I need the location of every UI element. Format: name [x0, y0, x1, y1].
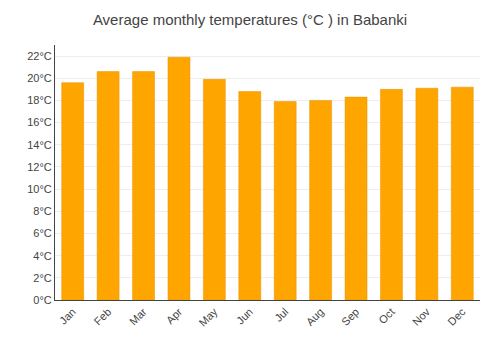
svg-text:Mar: Mar — [127, 305, 149, 327]
svg-text:8°C: 8°C — [33, 205, 52, 217]
svg-text:Average monthly temperatures (: Average monthly temperatures (°C ) in Ba… — [93, 11, 407, 28]
svg-text:Jun: Jun — [234, 306, 255, 327]
svg-text:14°C: 14°C — [27, 139, 52, 151]
svg-text:2°C: 2°C — [33, 272, 52, 284]
svg-text:Jan: Jan — [57, 306, 78, 327]
svg-text:Oct: Oct — [376, 306, 397, 327]
svg-text:0°C: 0°C — [33, 294, 52, 306]
svg-text:Jul: Jul — [272, 306, 290, 324]
svg-text:18°C: 18°C — [27, 94, 52, 106]
svg-text:Aug: Aug — [304, 306, 326, 328]
svg-text:20°C: 20°C — [27, 72, 52, 84]
svg-text:10°C: 10°C — [27, 183, 52, 195]
svg-text:6°C: 6°C — [33, 227, 52, 239]
svg-text:4°C: 4°C — [33, 250, 52, 262]
svg-text:Sep: Sep — [339, 306, 361, 328]
svg-text:12°C: 12°C — [27, 161, 52, 173]
svg-text:Feb: Feb — [92, 306, 114, 328]
svg-text:16°C: 16°C — [27, 116, 52, 128]
svg-text:Dec: Dec — [445, 305, 468, 328]
svg-text:Apr: Apr — [164, 305, 185, 326]
svg-text:Nov: Nov — [410, 305, 433, 328]
svg-text:May: May — [197, 305, 221, 329]
svg-text:22°C: 22°C — [27, 50, 52, 62]
